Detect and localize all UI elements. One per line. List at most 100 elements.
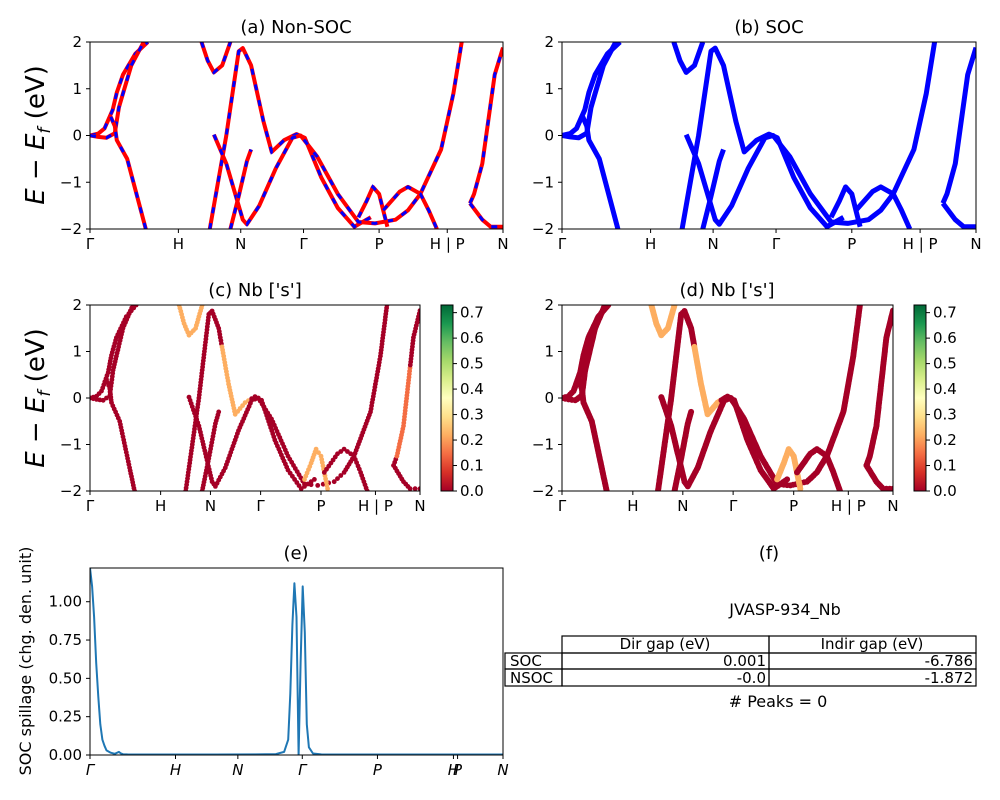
- colorbar-tick-label: 0.3: [933, 406, 957, 424]
- x-tick-label: H: [645, 235, 656, 253]
- colorbar-gradient: [440, 304, 454, 492]
- panel-e-ylabel: SOC spillage (chg. den. unit): [16, 547, 35, 776]
- y-tick-label: 2: [72, 296, 82, 314]
- colorbar-tick-label: 0.5: [460, 355, 484, 373]
- colorbar-gradient: [913, 304, 927, 492]
- gap-table-header-dir: Dir gap (eV): [620, 635, 711, 653]
- colorbar-tick-label: 0.2: [460, 431, 484, 449]
- x-tick-label: N: [887, 497, 898, 515]
- projection-point: [602, 305, 608, 308]
- x-tick-label: N: [414, 497, 425, 515]
- colorbar-tick-label: 0.0: [933, 482, 957, 500]
- panel-e-plot: [90, 568, 503, 755]
- projection-point: [313, 446, 319, 452]
- gap-table: Dir gap (eV) Indir gap (eV) SOC 0.001 -6…: [504, 635, 977, 687]
- x-tick-label: H: [448, 761, 459, 779]
- colorbar-tick-label: 0.0: [460, 482, 484, 500]
- x-tick-label: N: [707, 235, 718, 253]
- band-line: [356, 184, 390, 228]
- x-tick-label: P: [453, 761, 463, 779]
- gap-table-row1-dir: 0.001: [723, 652, 766, 670]
- panel-e-ticks: 1.000.750.500.250.00Γ H N Γ P HP N: [49, 593, 509, 779]
- panel-a-title: (a) Non-SOC: [240, 17, 351, 38]
- x-tick-label: H: [170, 761, 181, 779]
- band-line: [468, 47, 503, 205]
- y-tick-label: 1.00: [49, 593, 82, 611]
- x-tick-label: H: [173, 235, 184, 253]
- x-tick-label: H: [155, 497, 166, 515]
- y-tick-label: 0: [72, 389, 82, 407]
- y-tick-label: 0: [544, 127, 554, 145]
- y-tick-label: 1: [72, 343, 82, 361]
- projection-point: [856, 305, 863, 308]
- panel-b-title: (b) SOC: [734, 17, 803, 38]
- projection-point: [890, 307, 893, 314]
- y-tick-label: 1: [544, 343, 554, 361]
- y-tick-label: −2: [532, 482, 554, 500]
- projection-point: [412, 486, 418, 491]
- projection-point: [417, 308, 420, 313]
- x-tick-label: N: [497, 761, 508, 779]
- y-tick-label: 1: [544, 80, 554, 98]
- x-tick-label: N: [677, 497, 688, 515]
- projection-point: [331, 479, 337, 485]
- projection-point: [364, 488, 370, 491]
- band-line-overlay: [468, 47, 503, 204]
- projection-point: [130, 305, 136, 308]
- panel-d-plot: [562, 305, 893, 491]
- x-tick-label: N: [232, 761, 243, 779]
- projection-point: [338, 473, 344, 478]
- projection-point: [384, 305, 390, 308]
- panel-c-colorbar: 0.7 0.6 0.5 0.4 0.3 0.2 0.1 0.0: [440, 304, 484, 500]
- y-tick-label: 2: [72, 33, 82, 51]
- y-tick-label: −2: [60, 482, 82, 500]
- panel-b-plot: [562, 42, 976, 229]
- x-tick-label: Γ: [558, 235, 567, 253]
- x-tick-label: N: [235, 235, 246, 253]
- x-tick-label: Γ: [86, 235, 95, 253]
- band-line: [940, 201, 976, 229]
- x-tick-label: H | P: [831, 497, 866, 515]
- projection-point: [132, 488, 137, 491]
- band-line: [562, 42, 619, 141]
- panel-c-plot: [90, 305, 420, 491]
- y-tick-label: −1: [532, 173, 554, 191]
- projection-point: [216, 409, 222, 415]
- material-id: JVASP-934_Nb: [728, 600, 840, 620]
- band-line-overlay: [208, 45, 372, 229]
- panel-a-ylabel: E − Ef (eV): [21, 65, 55, 205]
- projection-point: [312, 477, 317, 482]
- band-line-overlay: [212, 42, 464, 227]
- projection-point: [199, 305, 205, 308]
- band-line: [90, 42, 146, 140]
- band-line-overlay: [228, 148, 253, 229]
- x-tick-label: Γ: [299, 235, 308, 253]
- y-tick-label: 2: [544, 33, 554, 51]
- gap-table-row2-dir: -0.0: [737, 669, 766, 687]
- x-tick-label: Γ: [86, 761, 96, 779]
- band-line: [683, 42, 938, 227]
- y-tick-label: −1: [60, 173, 82, 191]
- colorbar-tick-label: 0.7: [933, 304, 957, 322]
- colorbar-tick-label: 0.6: [460, 329, 484, 347]
- y-tick-label: 2: [544, 296, 554, 314]
- projection-point: [407, 486, 413, 491]
- projection-point: [603, 488, 610, 491]
- panel-c-title: (c) Nb ['s']: [208, 280, 302, 301]
- y-tick-label: 0.00: [49, 746, 82, 764]
- x-tick-label: P: [316, 497, 325, 515]
- band-line: [90, 42, 150, 138]
- x-tick-label: H: [627, 497, 638, 515]
- projection-point: [837, 488, 843, 491]
- band-line: [671, 42, 706, 75]
- y-tick-label: −2: [532, 220, 554, 238]
- band-line: [580, 115, 621, 229]
- y-tick-label: −1: [60, 436, 82, 454]
- colorbar-tick-label: 0.3: [460, 406, 484, 424]
- x-tick-label: P: [789, 497, 798, 515]
- y-tick-label: 0: [544, 389, 554, 407]
